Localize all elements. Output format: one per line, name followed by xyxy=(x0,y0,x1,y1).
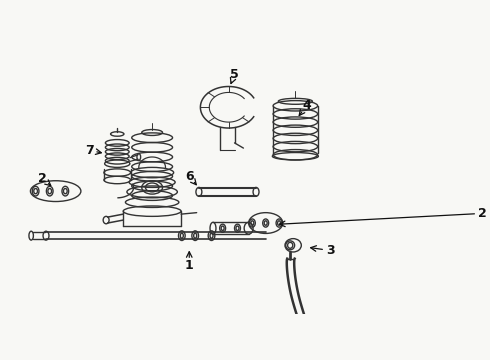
Text: 7: 7 xyxy=(85,144,94,157)
Text: 1: 1 xyxy=(185,259,194,272)
Text: 5: 5 xyxy=(230,68,239,81)
Text: 3: 3 xyxy=(326,244,335,257)
Text: 6: 6 xyxy=(185,170,194,183)
Text: 2: 2 xyxy=(38,172,47,185)
Text: 4: 4 xyxy=(302,99,311,112)
Text: 2: 2 xyxy=(478,207,487,220)
